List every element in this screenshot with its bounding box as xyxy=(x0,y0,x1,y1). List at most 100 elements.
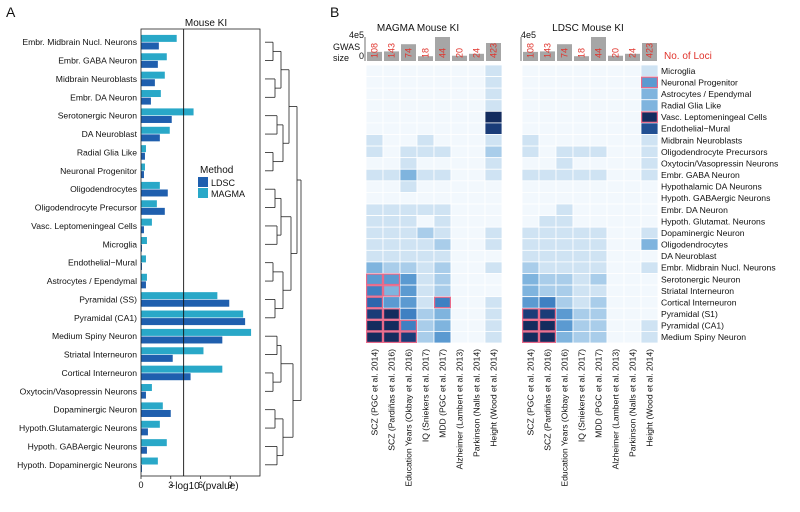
magma-heatmap-cell xyxy=(382,226,401,240)
ldsc-heatmap-cell xyxy=(606,87,625,101)
ldsc-heatmap-cell xyxy=(640,215,659,228)
ldsc-heatmap-cell xyxy=(606,203,625,216)
magma-heatmap-cell xyxy=(433,203,452,216)
magma-significant-cell-outline xyxy=(366,331,384,343)
loci-count-label: 143 xyxy=(543,43,553,58)
ldsc-heatmap-cell xyxy=(521,238,540,251)
ldsc-heatmap-cell xyxy=(640,64,659,77)
bar-magma xyxy=(141,310,244,318)
magma-heatmap-cell xyxy=(467,168,486,182)
ldsc-heatmap-cell xyxy=(538,273,557,286)
magma-heatmap-cell xyxy=(484,319,503,332)
ldsc-heatmap-cell xyxy=(572,134,591,147)
magma-heatmap-cell xyxy=(382,168,401,182)
magma-heatmap-cell xyxy=(382,296,401,309)
ldsc-heatmap-cell xyxy=(623,122,642,135)
magma-heatmap-cell xyxy=(399,110,418,124)
magma-heatmap-cell xyxy=(467,110,486,124)
ldsc-heatmap-cell xyxy=(623,319,642,332)
bar-ldsc xyxy=(141,465,142,473)
magma-heatmap-cell xyxy=(365,319,384,332)
magma-heatmap-cell xyxy=(484,76,503,89)
magma-heatmap-cell xyxy=(416,192,435,205)
bar-magma xyxy=(141,71,165,79)
ldsc-heatmap-cell xyxy=(606,249,625,263)
loci-count-label: 24 xyxy=(628,48,638,58)
ldsc-heatmap-cell xyxy=(555,76,574,89)
magma-heatmap-cell xyxy=(467,249,486,263)
magma-heatmap-cell xyxy=(467,87,486,101)
ldsc-heatmap-cell xyxy=(521,110,540,124)
ldsc-heatmap-cell xyxy=(640,110,659,124)
ldsc-heatmap-cell xyxy=(572,226,591,240)
magma-significant-cell-outline xyxy=(383,273,401,286)
ldsc-heatmap-cell xyxy=(606,331,625,344)
bar-ldsc xyxy=(141,244,142,252)
magma-significant-cell-outline xyxy=(366,285,384,297)
ldsc-significant-cell-outline xyxy=(538,308,556,320)
legend-swatch-magma xyxy=(198,188,208,198)
ldsc-heatmap-cell xyxy=(589,192,608,205)
heatmap-row-label: Oligodendrocytes xyxy=(661,240,728,250)
ldsc-heatmap-cell xyxy=(640,238,659,251)
ldsc-heatmap-cell xyxy=(623,307,642,321)
magma-heatmap-cell xyxy=(382,284,401,298)
magma-heatmap-cell xyxy=(382,157,401,170)
magma-heatmap-cell xyxy=(416,110,435,124)
magma-heatmap-cell xyxy=(399,180,418,193)
heatmap-row-label: Hypoth. Glutamat. Neurons xyxy=(661,216,765,226)
heatmap-row-label: Medium Spiny Neuron xyxy=(661,332,746,342)
gwas-size-bar xyxy=(540,51,555,61)
magma-heatmap-cell xyxy=(433,76,452,89)
magma-heatmap-cell xyxy=(433,249,452,263)
bar-ldsc xyxy=(141,354,173,362)
bar-chart-dendrogram xyxy=(265,41,302,466)
heatmap-column-label: SCZ (PGC et al. 2014) xyxy=(370,349,380,436)
ldsc-heatmap-cell xyxy=(555,319,574,332)
heatmap-row-label: Embr. DA Neuron xyxy=(661,205,728,215)
loci-count-label: 143 xyxy=(387,43,397,58)
bar-magma xyxy=(141,292,218,300)
ldsc-heatmap-cell xyxy=(572,273,591,286)
ldsc-heatmap-cell xyxy=(555,238,574,251)
ldsc-heatmap-cell xyxy=(606,307,625,321)
ldsc-heatmap-cell xyxy=(589,307,608,321)
magma-significant-cell-outline xyxy=(383,308,401,320)
magma-heatmap-cell xyxy=(399,122,418,135)
loci-count-label: 108 xyxy=(526,43,536,58)
magma-heatmap-cell xyxy=(484,215,503,228)
heatmap-column-label: MDD (PGC et al. 2017) xyxy=(594,349,604,438)
bar-category-label: Astrocytes / Ependymal xyxy=(47,276,137,286)
ldsc-heatmap-cell xyxy=(623,64,642,77)
gwas-size-bar xyxy=(469,53,484,61)
magma-heatmap-cell xyxy=(399,64,418,77)
ldsc-heatmap-cell xyxy=(623,226,642,240)
magma-heatmap-cell xyxy=(416,76,435,89)
bar-magma xyxy=(141,255,146,263)
ldsc-heatmap-cell xyxy=(555,203,574,216)
magma-heatmap-cell xyxy=(484,226,503,240)
magma-heatmap-cell xyxy=(467,157,486,170)
loci-count-label: 24 xyxy=(472,48,482,58)
ldsc-heatmap xyxy=(521,64,659,344)
magma-heatmap-cell xyxy=(382,203,401,216)
magma-heatmap-cell xyxy=(399,261,418,274)
ldsc-heatmap-cell xyxy=(606,145,625,159)
ldsc-heatmap-cell xyxy=(555,64,574,77)
heatmap-row-label: Oligodendrocyte Precursors xyxy=(661,147,768,157)
gwas-axis-min: 0 xyxy=(359,51,364,61)
bar-ldsc xyxy=(141,409,171,417)
bar-category-label: Neuronal Progenitor xyxy=(60,166,137,176)
ldsc-heatmap-cell xyxy=(538,157,557,170)
magma-heatmap-cell xyxy=(399,157,418,170)
ldsc-heatmap-cell xyxy=(623,110,642,124)
ldsc-heatmap-cell xyxy=(589,238,608,251)
bar-category-label: Hypoth. Dopaminergic Neurons xyxy=(17,460,137,470)
bar-ldsc xyxy=(141,318,246,326)
bar-ldsc xyxy=(141,281,146,289)
bar-ldsc xyxy=(141,336,223,344)
ldsc-heatmap-cell xyxy=(538,226,557,240)
ldsc-heatmap-cell xyxy=(640,307,659,321)
ldsc-heatmap-cell xyxy=(572,87,591,101)
